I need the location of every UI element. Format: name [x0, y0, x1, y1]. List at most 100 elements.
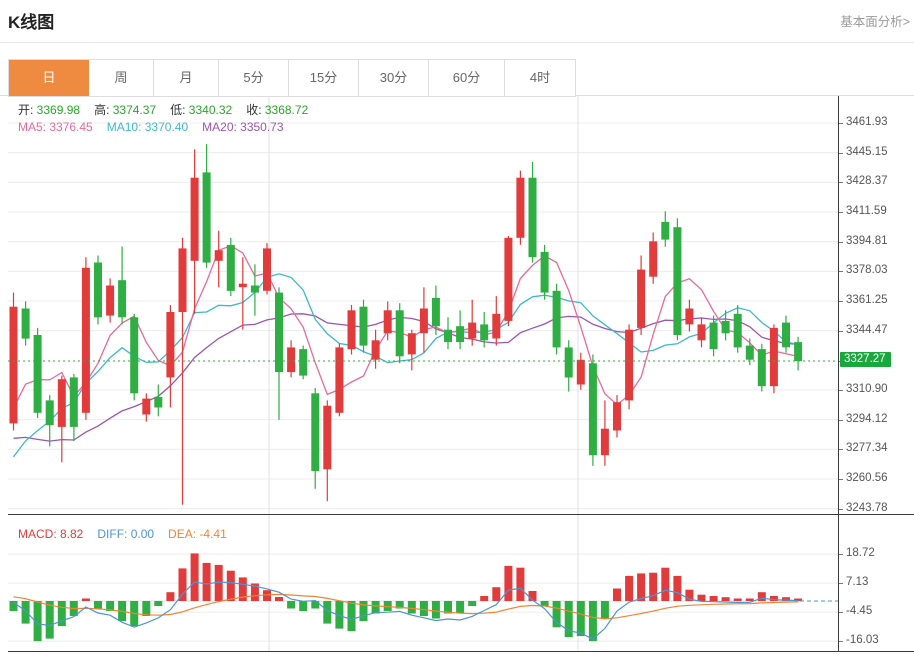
fundamental-analysis-link[interactable]: 基本面分析>: [840, 15, 910, 29]
macd-bar[interactable]: [733, 598, 742, 602]
macd-bar[interactable]: [480, 596, 489, 601]
macd-bar[interactable]: [588, 601, 597, 642]
candle[interactable]: [661, 221, 670, 240]
macd-bar[interactable]: [468, 601, 477, 606]
macd-bar[interactable]: [625, 575, 634, 601]
candle[interactable]: [81, 267, 90, 413]
tab-日[interactable]: 日: [9, 60, 89, 96]
macd-bar[interactable]: [576, 601, 585, 637]
candle[interactable]: [576, 359, 585, 385]
candle[interactable]: [600, 428, 609, 456]
macd-bar[interactable]: [528, 591, 537, 601]
macd-bar[interactable]: [33, 601, 42, 642]
candle[interactable]: [45, 400, 54, 426]
macd-bar[interactable]: [661, 567, 670, 601]
candle[interactable]: [552, 290, 561, 348]
macd-bar[interactable]: [21, 601, 30, 624]
macd-bar[interactable]: [383, 601, 392, 611]
candle[interactable]: [419, 308, 428, 334]
candle[interactable]: [214, 250, 223, 261]
candle[interactable]: [33, 335, 42, 413]
candle[interactable]: [540, 251, 549, 293]
macd-bar[interactable]: [637, 573, 646, 601]
macd-bar[interactable]: [154, 601, 163, 606]
candle[interactable]: [757, 349, 766, 387]
macd-bar[interactable]: [347, 601, 356, 632]
candle[interactable]: [94, 262, 102, 318]
macd-bar[interactable]: [564, 601, 573, 638]
macd-bar[interactable]: [250, 583, 259, 602]
candle[interactable]: [275, 292, 283, 373]
candle[interactable]: [154, 396, 163, 408]
candle[interactable]: [130, 317, 139, 394]
candle[interactable]: [431, 297, 440, 327]
macd-bar[interactable]: [57, 601, 66, 627]
macd-bar[interactable]: [275, 597, 283, 601]
candle[interactable]: [142, 398, 151, 415]
candle[interactable]: [444, 329, 452, 343]
macd-bar[interactable]: [540, 601, 549, 606]
macd-bar[interactable]: [81, 598, 90, 602]
macd-bar[interactable]: [745, 598, 754, 602]
candle[interactable]: [190, 177, 199, 261]
macd-bar[interactable]: [323, 601, 332, 624]
macd-bar[interactable]: [311, 601, 320, 609]
candle[interactable]: [782, 322, 790, 348]
candle[interactable]: [685, 308, 694, 325]
candle[interactable]: [69, 377, 78, 427]
candle[interactable]: [118, 280, 127, 318]
candle[interactable]: [528, 177, 537, 258]
candle-wick[interactable]: [242, 257, 244, 330]
candle[interactable]: [456, 326, 465, 343]
kline-chart[interactable]: [8, 96, 838, 652]
macd-bar[interactable]: [45, 601, 54, 639]
candle[interactable]: [383, 310, 392, 334]
macd-bar[interactable]: [697, 594, 706, 601]
candle[interactable]: [649, 241, 658, 277]
macd-bar[interactable]: [287, 601, 296, 609]
macd-bar[interactable]: [9, 601, 18, 611]
macd-bar[interactable]: [794, 598, 803, 602]
macd-bar[interactable]: [106, 601, 115, 611]
macd-bar[interactable]: [395, 601, 404, 609]
macd-bar[interactable]: [178, 568, 187, 601]
candle[interactable]: [299, 349, 308, 376]
macd-bar[interactable]: [649, 572, 658, 601]
candle[interactable]: [395, 310, 404, 357]
macd-bar[interactable]: [492, 587, 501, 601]
candle[interactable]: [613, 402, 621, 431]
macd-bar[interactable]: [419, 601, 428, 616]
candle[interactable]: [407, 333, 416, 355]
macd-bar[interactable]: [757, 592, 766, 601]
tab-5分[interactable]: 5分: [219, 60, 289, 96]
macd-bar[interactable]: [238, 577, 247, 601]
candle[interactable]: [335, 347, 344, 413]
candle[interactable]: [57, 379, 66, 427]
tab-15分[interactable]: 15分: [289, 60, 359, 96]
macd-bar[interactable]: [782, 597, 790, 601]
candle[interactable]: [311, 393, 320, 472]
macd-bar[interactable]: [685, 589, 694, 601]
candle[interactable]: [202, 172, 211, 263]
macd-bar[interactable]: [456, 601, 465, 614]
tab-月[interactable]: 月: [154, 60, 219, 96]
macd-bar[interactable]: [721, 597, 730, 601]
candle[interactable]: [359, 306, 368, 346]
candle[interactable]: [178, 248, 187, 312]
candle[interactable]: [371, 340, 380, 360]
macd-bar[interactable]: [142, 601, 151, 616]
tab-周[interactable]: 周: [89, 60, 154, 96]
macd-bar[interactable]: [263, 590, 271, 601]
macd-bar[interactable]: [166, 592, 175, 601]
candle[interactable]: [721, 320, 730, 334]
candle[interactable]: [106, 285, 115, 316]
candle[interactable]: [21, 308, 30, 339]
candle[interactable]: [323, 405, 332, 470]
macd-bar[interactable]: [504, 565, 513, 601]
macd-bar[interactable]: [516, 567, 525, 601]
candle-wick[interactable]: [181, 237, 184, 505]
candle[interactable]: [637, 269, 646, 328]
candle[interactable]: [250, 285, 259, 293]
candle[interactable]: [238, 283, 247, 288]
candle[interactable]: [564, 347, 573, 378]
